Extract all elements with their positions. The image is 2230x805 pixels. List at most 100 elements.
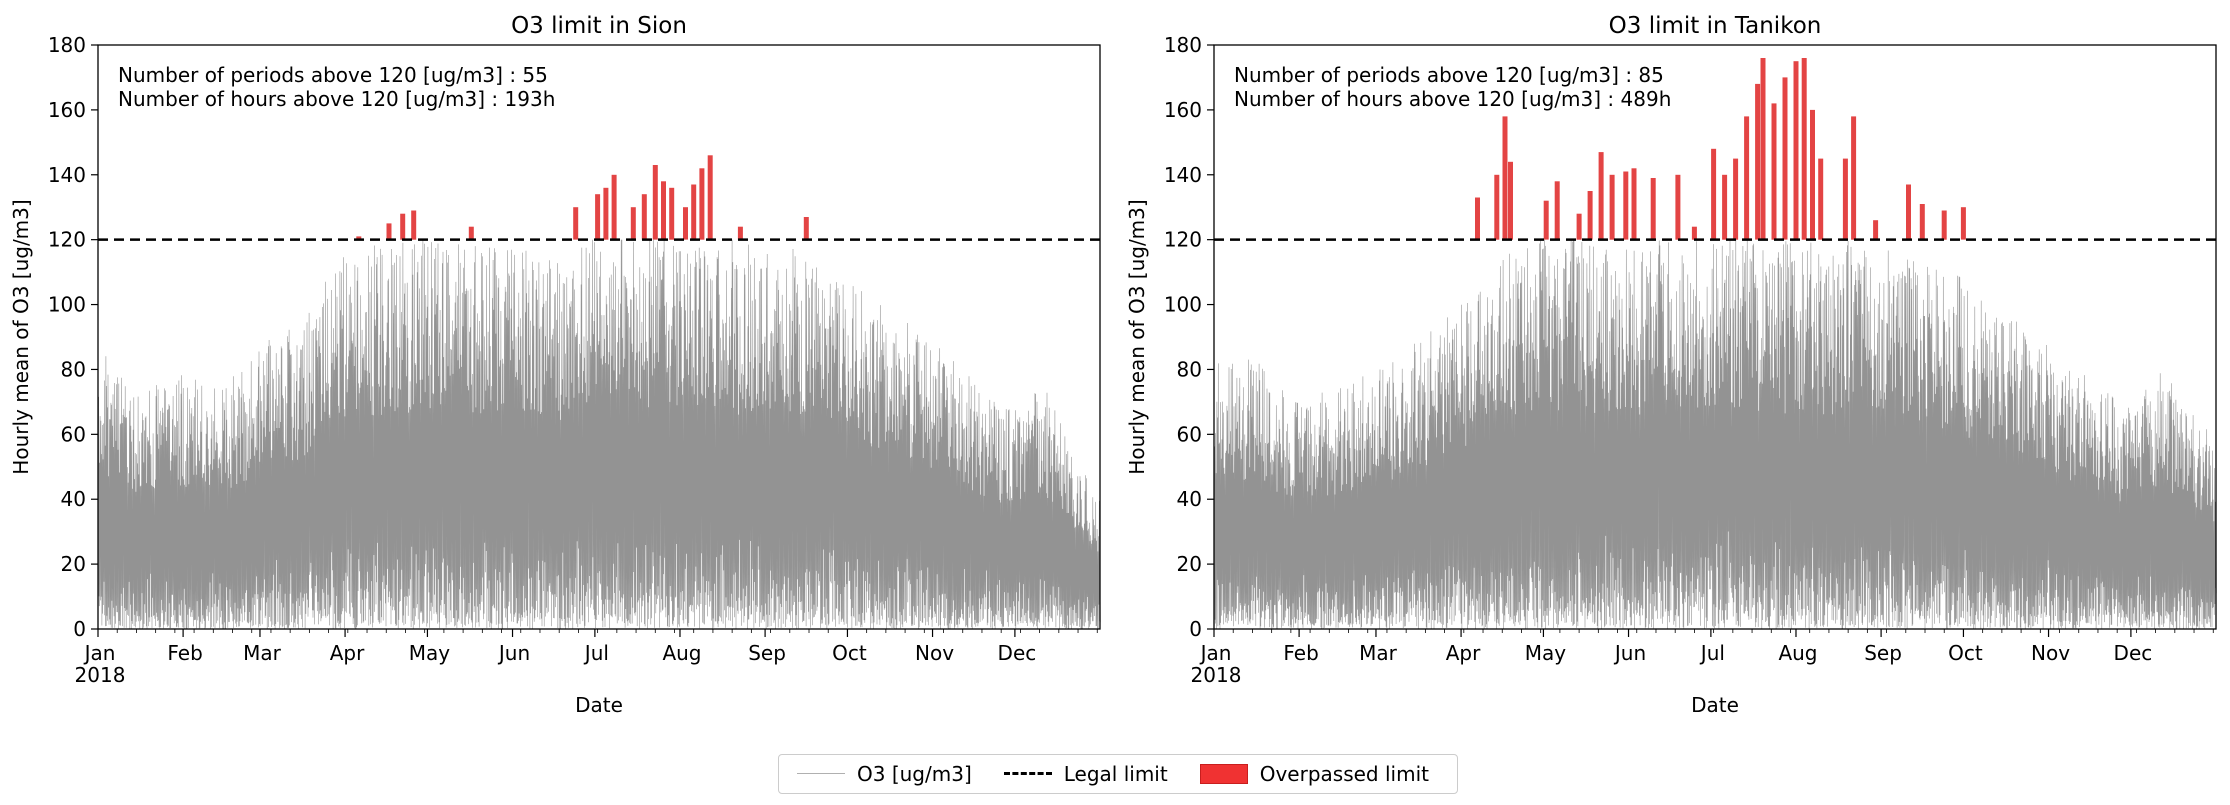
overpass-peak-bar <box>1508 161 1513 240</box>
o3-series-line <box>1213 239 2217 630</box>
x-axis-label: Date <box>1691 693 1739 717</box>
x-tick-label: Jun <box>497 641 530 665</box>
legend-swatch-limit <box>1003 764 1052 784</box>
overpass-peak-bar <box>699 168 705 240</box>
x-tick-label: Jun <box>1613 641 1646 665</box>
x-tick-label: Mar <box>1359 641 1398 665</box>
chart-panel-2: 0 20 40 60 80 100 120 140 160 180 Jan Feb Mar Apr May J… <box>1125 13 2217 717</box>
x-tick-label: Apr <box>330 641 365 665</box>
y-tick-label: 80 <box>1177 357 1202 381</box>
overpass-peak-bar <box>411 210 417 240</box>
x-tick-label: Dec <box>998 641 1037 665</box>
overpass-peak-bar <box>1502 116 1508 240</box>
legend-item-o3: O3 [ug/m3] <box>797 762 972 786</box>
x-tick-label: Jul <box>583 641 609 665</box>
overpass-peak-bar <box>1543 200 1549 240</box>
x-tick-label: Sep <box>748 641 786 665</box>
overpass-peak-bar <box>1851 116 1857 240</box>
overpass-peak-bar <box>400 213 406 240</box>
y-tick-label: 120 <box>48 228 86 252</box>
overpass-peak-bar <box>652 165 658 240</box>
overpass-peak-bar <box>1906 184 1911 240</box>
overpass-peak-bar <box>1793 61 1799 240</box>
overpass-peak-bar <box>356 236 362 240</box>
y-tick-label: 180 <box>1164 33 1202 57</box>
overpass-peak-bar <box>1941 210 1947 240</box>
x-tick-label: Apr <box>1446 641 1481 665</box>
x-tick-label: Feb <box>1283 641 1318 665</box>
x-tick-label: Jan <box>83 641 116 665</box>
plot-frame <box>1213 44 2217 630</box>
legend: O3 [ug/m3] Legal limit Overpassed limit <box>778 754 1458 794</box>
overpass-peak-bar <box>1842 158 1848 240</box>
overpass-peak-bar <box>1810 109 1815 240</box>
overpass-peak-bar <box>1760 58 1766 240</box>
chart-panel-1: 0 20 40 60 80 100 120 140 160 180 Jan Feb Mar Apr May J… <box>9 13 1101 717</box>
overpass-peak-bar <box>1494 174 1500 240</box>
x-tick-label: Nov <box>915 641 954 665</box>
overpass-peak-bar <box>1691 226 1697 240</box>
overpass-peak-bar <box>1960 207 1966 240</box>
y-tick-label: 120 <box>1164 228 1202 252</box>
overpass-peak-bar <box>1873 220 1879 240</box>
overpass-peak-bar <box>1919 204 1925 240</box>
overpass-peak-bar <box>1623 171 1629 240</box>
annotation-line-2: Number of hours above 120 [ug/m3] : 489h <box>1234 87 1671 111</box>
x-tick-label: Jan <box>1199 641 1232 665</box>
overpass-peak-bar <box>1755 83 1761 240</box>
y-tick-label: 40 <box>1177 487 1202 511</box>
overpass-peak-bar <box>611 174 617 240</box>
x-tick-label: Sep <box>1864 641 1902 665</box>
overpass-peak-bar <box>661 181 666 240</box>
y-axis-label: Hourly mean of O3 [ug/m3] <box>9 199 33 474</box>
overpass-peak-bar <box>1609 174 1615 240</box>
x-tick-label: Aug <box>1778 641 1817 665</box>
y-tick-label: 0 <box>1189 617 1202 641</box>
legend-label-limit: Legal limit <box>1063 762 1168 786</box>
overpass-peak-bar <box>573 207 579 240</box>
y-tick-label: 160 <box>48 98 86 122</box>
y-tick-label: 40 <box>61 487 86 511</box>
legend-item-overpass: Overpassed limit <box>1199 762 1429 786</box>
overpass-peak-bar <box>630 207 636 240</box>
overpass-peak-bar <box>1576 213 1582 240</box>
y-tick-label: 20 <box>61 552 86 576</box>
overpass-peak-bar <box>1722 174 1728 240</box>
x-tick-label: Mar <box>243 641 282 665</box>
annotation-line-2: Number of hours above 120 [ug/m3] : 193h <box>118 87 555 111</box>
x-year-label: 2018 <box>75 663 126 687</box>
overpass-peak-bar <box>1587 191 1593 240</box>
x-tick-label: Jul <box>1699 641 1725 665</box>
overpass-peak-bar <box>1631 168 1637 240</box>
overpass-peak-bar <box>683 207 688 240</box>
y-tick-label: 0 <box>73 617 86 641</box>
overpass-peak-bar <box>803 217 809 240</box>
x-tick-label: Aug <box>662 641 701 665</box>
overpass-peak-bar <box>595 194 601 240</box>
x-tick-label: May <box>1525 641 1567 665</box>
o3-series-line <box>97 239 1101 630</box>
y-tick-label: 60 <box>61 422 86 446</box>
y-tick-label: 160 <box>1164 98 1202 122</box>
y-tick-label: 100 <box>48 293 86 317</box>
overpass-peak-bar <box>1675 174 1681 240</box>
overpass-peak-bar <box>691 184 697 240</box>
chart-title: O3 limit in Sion <box>511 13 687 39</box>
overpass-peak-bar <box>1771 103 1777 240</box>
y-tick-label: 20 <box>1177 552 1202 576</box>
overpass-peak-bar <box>737 226 743 240</box>
overpass-peak-bar <box>707 155 713 240</box>
overpass-peak-bar <box>1554 181 1560 240</box>
overpass-peak-bar <box>468 226 474 240</box>
overpass-peak-bar <box>1711 148 1717 240</box>
overpass-peak-bar <box>641 194 647 240</box>
x-tick-label: Nov <box>2031 641 2070 665</box>
x-tick-label: May <box>409 641 451 665</box>
y-tick-label: 180 <box>48 33 86 57</box>
y-tick-label: 80 <box>61 357 86 381</box>
overpass-peak-bar <box>1818 158 1824 240</box>
x-tick-label: Feb <box>167 641 202 665</box>
overpass-peak-bar <box>1650 178 1656 240</box>
overpass-peak-bar <box>1475 197 1480 240</box>
